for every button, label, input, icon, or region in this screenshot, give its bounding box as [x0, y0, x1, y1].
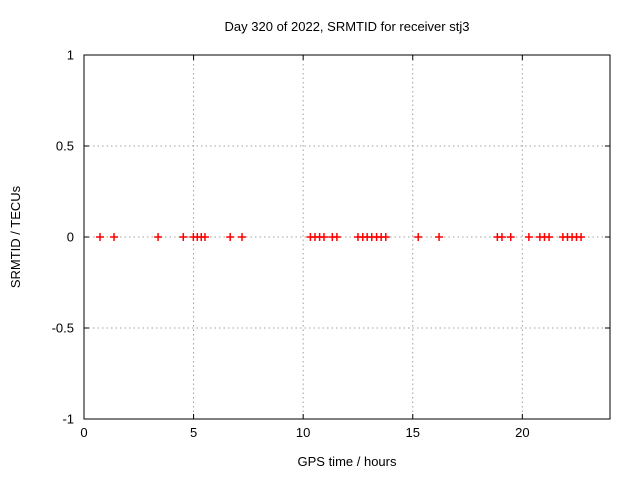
data-point-marker: [95, 233, 104, 241]
data-point-marker: [435, 233, 444, 241]
x-tick-label: 0: [80, 425, 87, 440]
data-point-marker: [110, 233, 119, 241]
data-point-marker: [154, 233, 163, 241]
plot-border: [83, 54, 611, 420]
x-tick-label: 20: [515, 425, 529, 440]
data-point-marker: [524, 233, 533, 241]
y-tick-label: 1: [67, 48, 74, 63]
chart-title: Day 320 of 2022, SRMTID for receiver stj…: [225, 19, 470, 34]
data-point-marker: [506, 233, 515, 241]
data-point-marker: [497, 233, 506, 241]
y-tick-label: -1: [62, 412, 74, 427]
data-point-marker: [545, 233, 554, 241]
x-tick-label: 15: [406, 425, 420, 440]
axis-labels: Day 320 of 2022, SRMTID for receiver stj…: [8, 19, 469, 469]
data-points: [95, 233, 586, 241]
y-axis-label: SRMTID / TECUs: [8, 185, 23, 288]
x-tick-label: 5: [190, 425, 197, 440]
x-axis-label: GPS time / hours: [298, 454, 397, 469]
data-point-marker: [238, 233, 247, 241]
data-point-marker: [381, 233, 390, 241]
y-tick-label: 0.5: [56, 139, 74, 154]
data-point-marker: [319, 233, 328, 241]
data-point-marker: [414, 233, 423, 241]
tick-labels: 0 5 10 15 20 1 0.5 0 -0.5 -1: [52, 48, 530, 441]
x-tick-label: 10: [296, 425, 310, 440]
data-point-marker: [577, 233, 586, 241]
data-point-marker: [200, 233, 209, 241]
data-point-marker: [179, 233, 188, 241]
y-tick-label: -0.5: [52, 321, 74, 336]
data-point-marker: [332, 233, 341, 241]
y-tick-label: 0: [67, 230, 74, 245]
data-point-marker: [226, 233, 235, 241]
